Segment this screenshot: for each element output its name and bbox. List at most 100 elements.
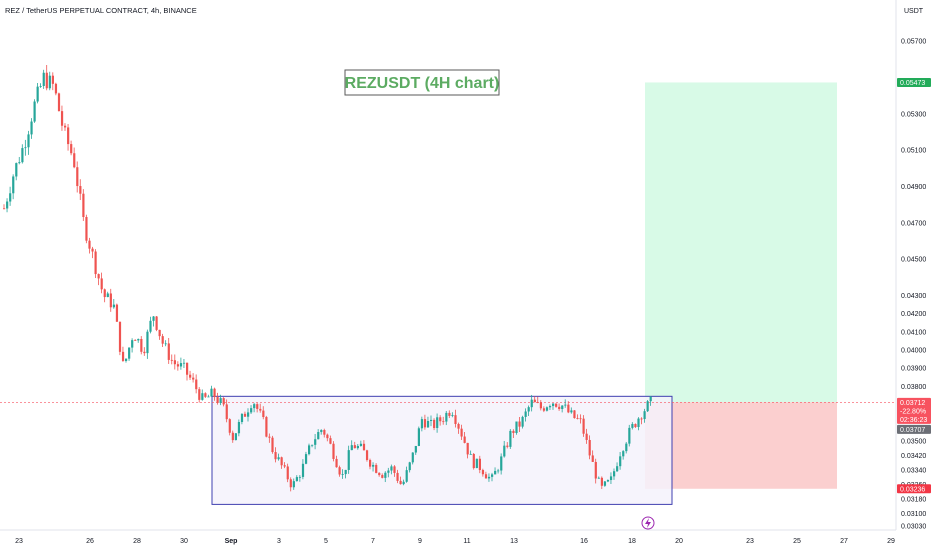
candle-body [491, 474, 494, 477]
candle-body [286, 466, 289, 480]
candle-body [207, 396, 210, 398]
candle-body [347, 450, 350, 470]
candle-body [426, 420, 430, 428]
candle-body [198, 389, 201, 400]
candle-body [311, 444, 314, 446]
candle-body [524, 411, 527, 417]
candle-body [192, 377, 195, 380]
time-tick-label: 18 [628, 538, 636, 545]
candle-body [88, 240, 91, 249]
candle-body [637, 418, 640, 428]
price-axis[interactable]: 0.05700 0.05300 0.05100 0.04900 0.04700 0.045… [901, 39, 926, 531]
candle-body [591, 455, 594, 462]
target-zone[interactable] [645, 82, 837, 403]
time-tick-label: 30 [180, 538, 188, 545]
price-tick-label: 0.04700 [901, 220, 926, 227]
candle-body [414, 445, 417, 453]
candle-body [631, 424, 634, 428]
candle-body [628, 427, 631, 444]
candle-body [268, 436, 271, 438]
candle-body [36, 86, 39, 102]
candle-body [210, 388, 213, 397]
stop-zone[interactable] [645, 402, 837, 489]
candle-body [518, 421, 521, 427]
candle-body [649, 396, 652, 402]
candle-body [134, 340, 137, 341]
time-tick-label: 11 [463, 538, 470, 545]
candle-body [57, 93, 61, 112]
candle-body [3, 208, 6, 210]
candle-body [103, 289, 106, 298]
candle-body [585, 433, 588, 440]
time-tick-label: Sep [225, 538, 238, 545]
candle-body [283, 465, 286, 467]
price-tick-label: 0.03800 [901, 384, 926, 391]
candle-body [137, 339, 140, 341]
price-tick-label: 0.03180 [901, 496, 926, 503]
candle-body [39, 85, 42, 87]
range-box[interactable] [211, 395, 673, 505]
candle-body [292, 481, 295, 488]
price-tick-label: 0.04900 [901, 184, 926, 191]
candle-body [164, 343, 167, 345]
candle-body [186, 362, 189, 375]
candle-body [570, 410, 573, 413]
candle-body [625, 443, 628, 452]
candle-body [76, 167, 79, 187]
candle-body [97, 274, 100, 279]
candle-body [18, 162, 21, 164]
candle-body [350, 445, 353, 451]
candle-body [323, 430, 326, 435]
candle-body [161, 336, 164, 344]
chart-annotation[interactable]: REZUSDT (4H chart) [344, 69, 500, 96]
time-tick-label: 5 [324, 538, 328, 545]
candle-body [271, 437, 274, 453]
annotation-box [344, 69, 500, 96]
candle-body [622, 451, 625, 457]
candle-body [372, 464, 375, 467]
price-tick-label: 0.04100 [901, 329, 926, 336]
candle-body [542, 408, 546, 411]
candle-body [344, 469, 347, 475]
candle-body [619, 456, 622, 467]
candle-body [329, 438, 332, 444]
time-axis[interactable]: 23 26 28 30 Sep 3 5 7 9 11 13 16 18 20 23 25 27 29 [15, 538, 895, 545]
candle-body [417, 428, 420, 446]
candle-body [512, 430, 515, 434]
price-tick-label: 0.04200 [901, 311, 926, 318]
time-tick-label: 28 [133, 538, 141, 545]
candle-body [445, 412, 448, 422]
candle-body [436, 417, 439, 429]
candle-body [365, 450, 369, 460]
candle-body [579, 418, 582, 420]
candle-body [521, 416, 524, 427]
candle-body [256, 404, 259, 409]
candle-body [548, 406, 552, 408]
candle-body [399, 480, 402, 485]
candle-body [253, 404, 256, 409]
candle-body [234, 433, 237, 441]
candle-body [6, 201, 9, 209]
candle-body [640, 418, 643, 420]
candle-body [274, 452, 277, 460]
candle-body [173, 360, 176, 365]
candle-body [362, 443, 366, 451]
candle-body [616, 466, 619, 472]
candle-body [582, 418, 585, 434]
candle-body [152, 316, 155, 321]
candle-body [326, 434, 329, 439]
candle-body [60, 111, 64, 126]
candle-body [576, 418, 579, 419]
candle-body [643, 411, 646, 420]
candle-body [15, 163, 18, 177]
candle-body [451, 415, 454, 416]
candle-body [561, 405, 564, 410]
candle-body [265, 417, 268, 437]
candle-body [262, 410, 265, 418]
candle-body [439, 417, 442, 422]
flash-icon[interactable] [641, 516, 655, 530]
candle-body [487, 476, 491, 479]
candle-body [506, 445, 509, 447]
candle-body [237, 422, 241, 434]
